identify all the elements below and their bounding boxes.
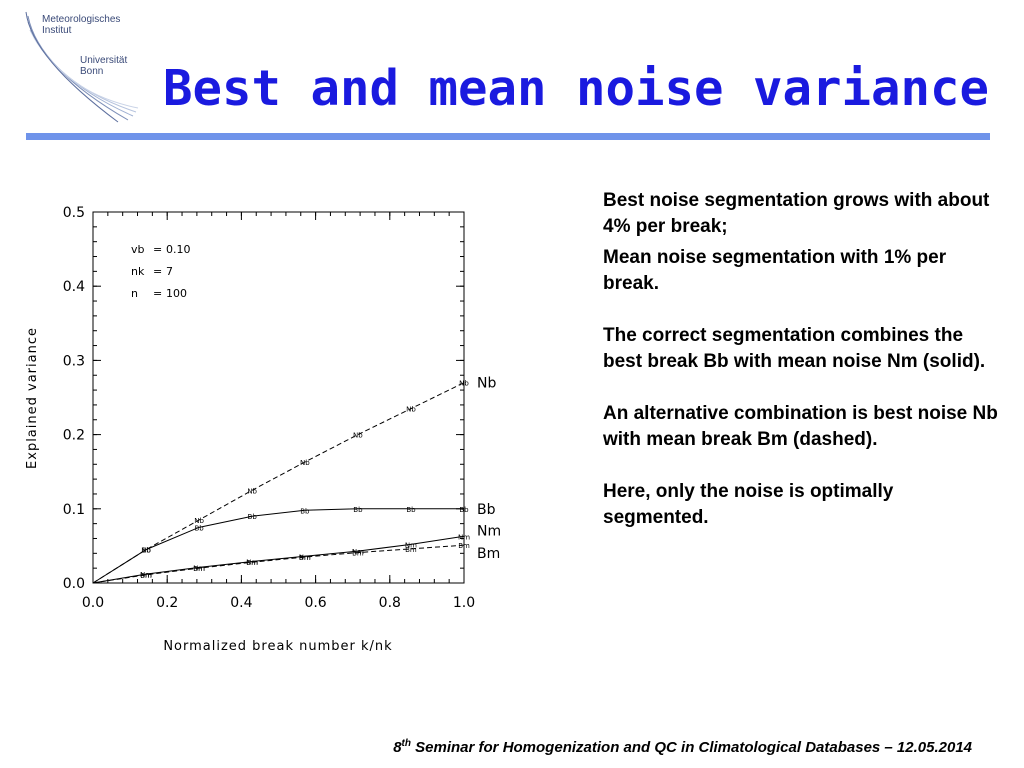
axis-ticks [92,211,465,584]
series-point-label-nb: Nb [141,547,151,555]
series-point-label-nb: Nb [300,459,310,467]
body-paragraph-mean-noise: Mean noise segmentation with 1% per brea… [603,247,947,294]
annotation-label-n: n [131,287,138,300]
series-point-label-bm: Bm [458,542,470,550]
slide-body-text: Best noise segmentation grows with about… [603,188,1003,531]
annotation-label-vb: vb [131,243,145,256]
logo-text-institut: Institut [42,25,72,36]
series-point-label-nb: Nb [459,380,469,388]
footer-ordinal: 8 [393,739,402,756]
series-point-label-bb: Bb [300,507,310,515]
series-point-label-bm: Bm [405,546,417,554]
series-end-label-nb: Nb [477,376,496,392]
series-point-label-bm: Bm [352,550,364,558]
series-point-label-bb: Bb [459,506,469,514]
series-point-label-bm: Bm [299,554,311,562]
x-tick-label: 0.6 [304,595,326,611]
body-paragraph-noise-only: Here, only the noise is optimally segmen… [603,481,894,528]
logo-text-universitaet: Universität [80,55,128,66]
logo-arcs-icon [25,11,139,123]
series-point-label-bb: Bb [406,506,416,514]
plot-frame [92,211,465,584]
annotation-label-nk: nk [131,265,145,278]
series-point-label-nm: Nm [299,553,311,561]
body-paragraph-correct-segmentation: The correct segmentation combines the be… [603,325,986,372]
parameter-annotations: vb = 0.10 nk = 7 n = 100 [131,243,191,300]
series-end-label-bm: Bm [477,546,500,562]
footer-text: Seminar for Homogenization and QC in Cli… [411,739,972,756]
series-line-bb [92,508,464,584]
university-logo [18,8,148,123]
annotation-equals: = [153,265,162,278]
annotation-value-vb: 0.10 [166,243,191,256]
series-point-label-nm: Nm [140,571,152,579]
annotation-value-n: 100 [166,287,187,300]
body-paragraph-best-noise: Best noise segmentation grows with about… [603,190,990,237]
y-tick-label: 0.1 [63,502,85,518]
y-tick-label: 0.0 [63,576,85,592]
series-point-label-bm: Bm [246,559,258,567]
series-point-label-bm: Bm [140,572,152,580]
series-end-label-nm: Nm [477,523,501,539]
y-tick-label: 0.3 [63,353,85,369]
y-axis-label: Explained variance [25,327,40,469]
y-tick-label: 0.4 [63,279,85,295]
x-tick-label: 0.0 [82,595,104,611]
series-line-bm [92,544,465,584]
y-tick-label: 0.2 [63,428,85,444]
annotation-equals: = [153,243,162,256]
logo-text-meteorologisches: Meteorologisches [42,14,121,25]
slide-title: Best and mean noise variance [163,60,990,117]
x-tick-label: 0.2 [156,595,178,611]
body-paragraph-alternative: An alternative combination is best noise… [603,403,998,450]
series-point-label-bm: Bm [193,565,205,573]
x-tick-label: 0.8 [379,595,401,611]
series-point-label-nb: Nb [194,517,204,525]
series-point-label-nm: Nm [405,541,417,549]
y-tick-label: 0.5 [63,205,85,221]
x-tick-label: 1.0 [453,595,475,611]
slide-footer: 8th Seminar for Homogenization and QC in… [393,738,972,756]
series-point-label-bb: Bb [248,513,258,521]
series-point-label-bb: Bb [141,547,151,555]
title-divider [26,133,990,140]
annotation-equals: = [153,287,162,300]
series-point-label-nm: Nm [458,533,470,541]
series-line-nb [92,382,465,584]
series-end-labels: Nb Bb Nm Bm [477,376,501,562]
explained-variance-chart: 0.0 0.2 0.4 0.6 0.8 1.0 0.0 0.1 0.2 0.3 0.4 0.5 Nb… [25,205,501,654]
series-point-label-nb: Nb [406,406,416,414]
footer-ordinal-suffix: th [401,738,411,749]
series-end-label-bb: Bb [477,502,496,518]
series-point-label-nb: Nb [353,432,363,440]
x-axis-label: Normalized break number k/nk [163,639,392,654]
series-line-nm [92,535,465,584]
logo-text-bonn: Bonn [80,66,104,77]
annotation-value-nk: 7 [166,265,173,278]
x-tick-label: 0.4 [230,595,252,611]
series-point-label-bb: Bb [353,506,363,514]
series-point-label-nb: Nb [247,487,257,495]
series-point-label-bb: Bb [194,524,204,532]
x-tick-labels: 0.0 0.2 0.4 0.6 0.8 1.0 [82,595,475,611]
y-tick-labels: 0.0 0.1 0.2 0.3 0.4 0.5 [63,205,85,592]
